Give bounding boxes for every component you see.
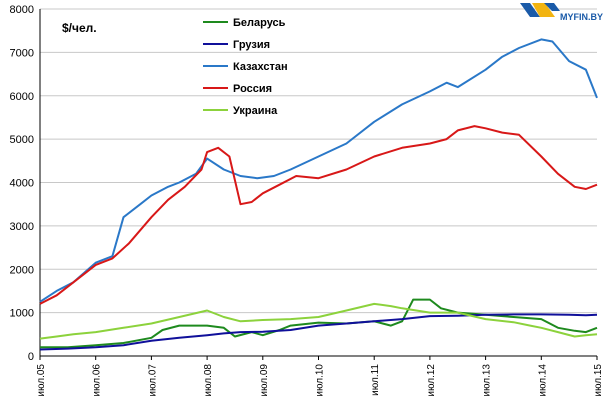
x-tick-label: июл.11 [370,364,381,396]
x-tick-label: июл.14 [537,364,548,397]
series-line-4 [39,302,598,340]
legend-label: Россия [233,83,272,95]
legend-label: Беларусь [233,17,286,29]
x-tick-label: июл.06 [92,364,103,397]
grid-lines [40,8,597,357]
myfin-logo: MYFIN.BY [520,3,603,22]
logo-mark-blue-2 [544,3,560,11]
x-tick-label: июл.13 [482,364,493,397]
y-tick-label: 3000 [10,221,34,233]
legend: Беларусь Грузия Казахстан Россия Украина [203,17,288,117]
y-tick-labels: 0 1000 2000 3000 4000 5000 6000 7000 8000 [10,4,34,363]
x-tick-labels: июл.05 июл.06 июл.07 июл.08 июл.09 июл.10 июл.… [36,356,604,397]
x-tick-label: июл.10 [315,364,326,397]
y-tick-label: 8000 [10,4,34,16]
logo-mark-blue [520,3,540,17]
y-tick-label: 6000 [10,91,34,103]
y-tick-label: 7000 [10,47,34,59]
legend-label: Казахстан [233,61,288,73]
y-tick-label: 2000 [10,264,34,276]
series-line-2 [39,38,598,303]
y-tick-label: 4000 [10,178,34,190]
y-tick-label: 5000 [10,134,34,146]
series-line-0 [40,298,598,349]
series-lines [39,38,598,351]
series-line-1 [39,313,598,351]
x-tick-label: июл.07 [147,364,158,397]
y-tick-label: 1000 [10,308,34,320]
logo-text: MYFIN.BY [560,12,603,22]
x-tick-label: июл.15 [593,364,604,397]
series-line-3 [39,125,598,305]
legend-label: Украина [233,105,278,117]
logo-mark-orange [532,3,555,17]
x-tick-label: июл.09 [259,364,270,397]
y-tick-label: 0 [28,351,34,363]
x-tick-label: июл.12 [426,364,437,397]
x-tick-label: июл.08 [203,364,214,397]
legend-label: Грузия [233,39,270,51]
y-unit-label: $/чел. [62,21,97,35]
x-tick-label: июл.05 [36,364,47,397]
